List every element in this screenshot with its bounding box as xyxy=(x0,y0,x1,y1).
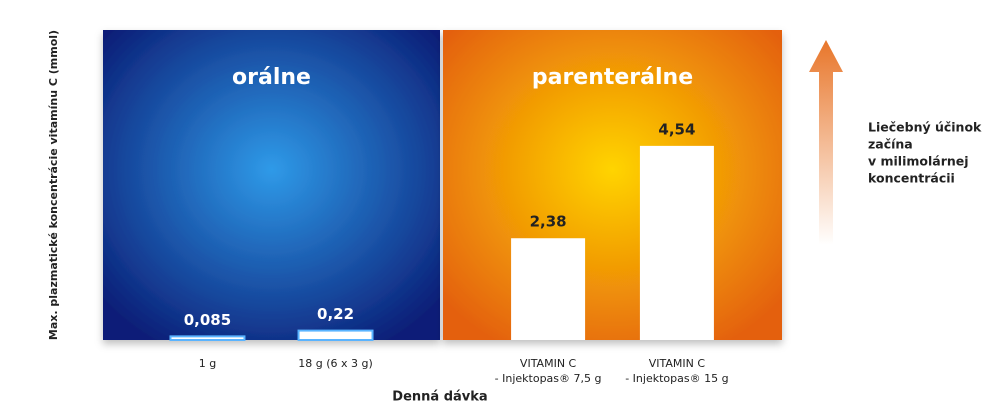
x-tick-label: VITAMIN C xyxy=(520,357,577,370)
data-label: 0,22 xyxy=(317,305,354,323)
group-label: orálne xyxy=(232,65,311,90)
annotation: koncentrácii xyxy=(868,171,955,186)
panel xyxy=(443,30,782,340)
data-label: 2,38 xyxy=(530,213,567,231)
annotation: Liečebný účinok xyxy=(868,120,982,135)
x-axis-label: Denná dávka xyxy=(392,390,487,405)
panel xyxy=(103,30,440,340)
annotation: v milimolárnej xyxy=(868,154,969,169)
x-tick-label: - Injektopas® 7,5 g xyxy=(495,372,602,385)
group-label: parenterálne xyxy=(532,65,693,90)
bar xyxy=(511,238,586,340)
x-tick-label: VITAMIN C xyxy=(649,357,706,370)
x-tick-label: - Injektopas® 15 g xyxy=(625,372,728,385)
bar xyxy=(639,145,714,340)
y-axis-label: Max. plazmatické koncentrácie vitamínu C… xyxy=(47,30,60,340)
bar xyxy=(297,329,374,342)
arrow xyxy=(809,40,843,245)
bar xyxy=(169,335,246,341)
x-tick-label: 18 g (6 x 3 g) xyxy=(298,357,373,370)
x-tick-label: 1 g xyxy=(199,357,216,370)
data-label: 4,54 xyxy=(658,120,695,138)
data-label: 0,085 xyxy=(184,311,231,329)
annotation: začína xyxy=(868,137,913,152)
